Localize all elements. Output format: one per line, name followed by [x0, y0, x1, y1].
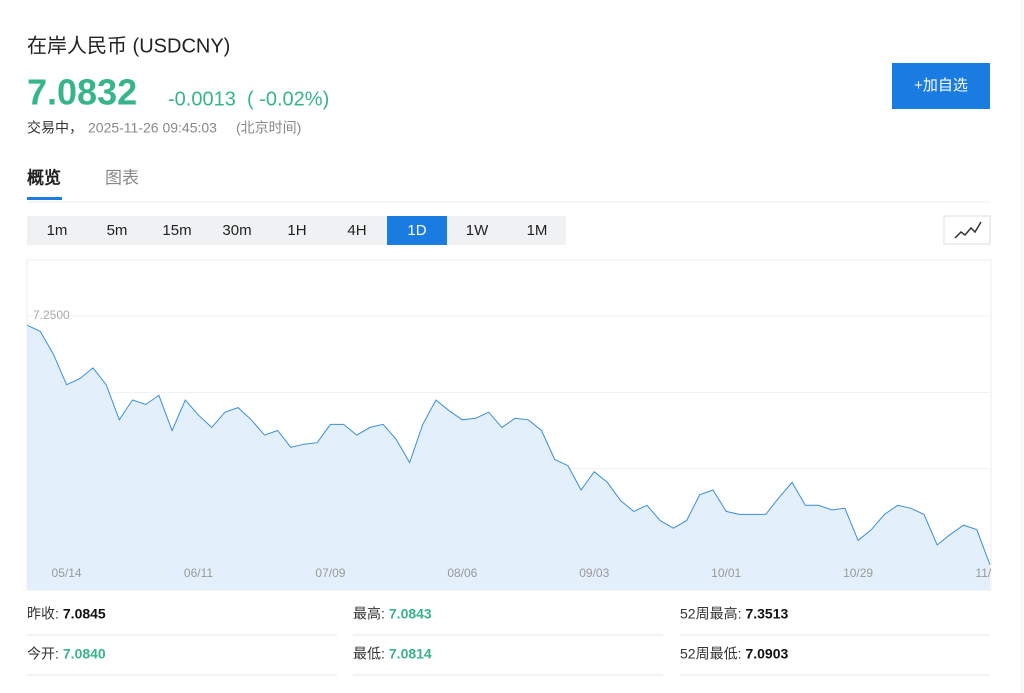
interval[interactable]: 5m [107, 222, 128, 239]
title: 在岸人民币 (USDCNY) [27, 34, 230, 57]
x-tick-label: 05/14 [52, 566, 82, 580]
stat-value: 7.0843 [389, 606, 432, 622]
change-pct: ( -0.02%) [247, 88, 329, 110]
tab-underline [27, 197, 62, 200]
x-tick-label: 08/06 [447, 566, 477, 580]
x-tick-label: 07/09 [315, 566, 345, 580]
stat-label: 今开: [27, 646, 59, 662]
stat-value: 7.3513 [745, 606, 788, 622]
watch-button[interactable]: +加自选 [892, 63, 990, 109]
line [27, 324, 991, 565]
stat-label: 最低: [353, 646, 385, 662]
button-bg[interactable] [892, 63, 990, 109]
stat-value: 7.0840 [63, 646, 106, 662]
price: 7.0832 [27, 72, 137, 113]
timezone: (北京时间) [236, 120, 301, 136]
interval[interactable]: 1D [407, 222, 426, 239]
area [27, 325, 990, 590]
interval[interactable]: 4H [347, 222, 366, 239]
tab[interactable]: 概览 [27, 167, 61, 187]
stat-label: 昨收: [27, 606, 59, 622]
tab[interactable]: 图表 [105, 168, 139, 187]
interval[interactable]: 1m [47, 222, 68, 239]
icon-box[interactable] [943, 215, 991, 245]
chart: 7.10007.15007.20007.250005/1406/1107/090… [27, 308, 1004, 590]
interval[interactable]: 15m [162, 222, 191, 239]
x-tick-label: 11/26 [975, 566, 1004, 580]
button-label[interactable]: +加自选 [914, 77, 968, 94]
x-tick-label: 10/29 [843, 566, 873, 580]
stat-label: 52周最高: [680, 606, 741, 622]
interval[interactable]: 1W [466, 222, 489, 239]
stat-label: 52周最低: [680, 646, 741, 662]
change: -0.0013 [168, 88, 236, 110]
interval[interactable]: 1H [287, 222, 306, 239]
stat-value: 7.0814 [389, 646, 432, 662]
interval-bar [27, 216, 566, 245]
stats: 昨收: 7.0845 最高: 7.0843 52周最高: 7.3513 今开: 7.0840 最… [27, 606, 990, 676]
x-tick-label: 09/03 [579, 566, 609, 580]
chart-style-button[interactable] [943, 215, 991, 245]
interval[interactable]: 30m [222, 222, 251, 239]
y-tick-label: 7.2500 [33, 308, 70, 322]
stat-label: 最高: [353, 606, 385, 622]
stat-value: 7.0845 [63, 606, 106, 622]
status: 交易中， [27, 120, 83, 136]
interval[interactable]: 1M [527, 222, 548, 239]
timestamp: 2025-11-26 09:45:03 [88, 120, 217, 136]
stat-value: 7.0903 [745, 646, 788, 662]
x-tick-label: 06/11 [184, 566, 213, 580]
line-icon[interactable] [954, 221, 982, 239]
x-tick-label: 10/01 [711, 566, 741, 580]
interval-active [387, 216, 447, 245]
